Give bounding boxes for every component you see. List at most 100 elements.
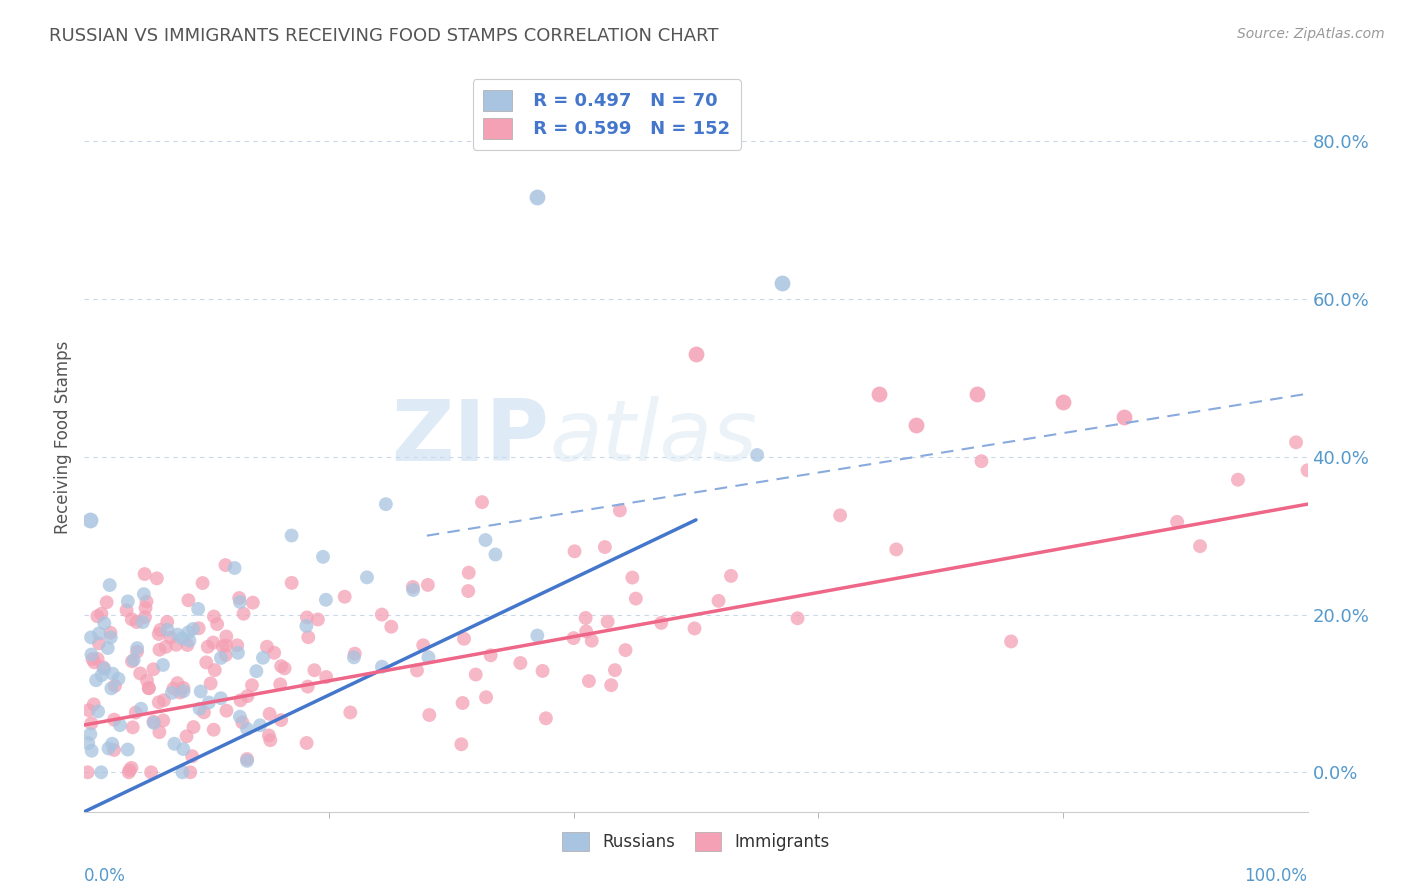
Point [231, 715, 253, 730]
Point [624, 591, 647, 606]
Point [564, 544, 586, 558]
Point [100, 625, 122, 640]
Point [121, 720, 143, 734]
Point [402, 582, 425, 597]
Point [162, 681, 184, 696]
Point [356, 570, 378, 584]
Point [581, 633, 603, 648]
Point [87, 626, 110, 640]
Point [509, 656, 531, 670]
Point [371, 659, 394, 673]
Point [100, 631, 122, 645]
Point [603, 663, 626, 677]
Point [132, 615, 155, 629]
Point [83, 655, 105, 669]
Text: 0.0%: 0.0% [84, 867, 127, 885]
Point [172, 742, 194, 756]
Point [176, 729, 198, 743]
Point [215, 648, 238, 662]
Point [229, 709, 252, 723]
Point [101, 737, 124, 751]
Y-axis label: Receiving Food Stamps: Receiving Food Stamps [53, 341, 72, 533]
Point [100, 681, 122, 696]
Point [197, 640, 219, 654]
Point [122, 653, 145, 667]
Point [273, 661, 295, 675]
Point [97, 641, 120, 656]
Point [685, 347, 707, 361]
Text: RUSSIAN VS IMMIGRANTS RECEIVING FOOD STAMPS CORRELATION CHART: RUSSIAN VS IMMIGRANTS RECEIVING FOOD STA… [49, 27, 718, 45]
Point [148, 695, 170, 709]
Point [236, 752, 259, 766]
Point [209, 651, 232, 665]
Point [198, 696, 221, 710]
Point [138, 681, 160, 695]
Point [172, 632, 194, 646]
Point [830, 508, 852, 523]
Point [193, 706, 215, 720]
Point [418, 650, 440, 665]
Point [80, 716, 103, 731]
Point [103, 743, 125, 757]
Point [315, 670, 337, 684]
Point [177, 625, 200, 640]
Point [402, 580, 425, 594]
Point [270, 659, 292, 673]
Point [457, 584, 479, 599]
Point [159, 631, 181, 645]
Point [263, 646, 285, 660]
Point [479, 648, 502, 663]
Point [166, 627, 188, 641]
Point [127, 641, 149, 656]
Point [98, 578, 121, 592]
Point [125, 645, 148, 659]
Point [471, 495, 494, 509]
Point [209, 691, 232, 706]
Point [104, 679, 127, 693]
Point [475, 690, 498, 705]
Point [125, 706, 148, 720]
Point [173, 684, 195, 698]
Point [1052, 394, 1074, 409]
Point [87, 636, 110, 650]
Point [200, 676, 222, 690]
Point [205, 617, 228, 632]
Point [869, 386, 891, 401]
Point [156, 615, 179, 629]
Point [905, 418, 928, 433]
Point [884, 542, 907, 557]
Point [450, 737, 472, 751]
Point [474, 533, 496, 547]
Point [176, 638, 198, 652]
Point [187, 621, 209, 635]
Point [101, 666, 124, 681]
Point [107, 672, 129, 686]
Legend: Russians, Immigrants: Russians, Immigrants [554, 823, 838, 860]
Point [707, 594, 730, 608]
Point [134, 610, 156, 624]
Point [166, 676, 188, 690]
Point [91, 660, 114, 674]
Text: 100.0%: 100.0% [1244, 867, 1308, 885]
Point [87, 705, 110, 719]
Point [160, 686, 183, 700]
Point [224, 561, 246, 575]
Point [93, 662, 115, 676]
Text: Source: ZipAtlas.com: Source: ZipAtlas.com [1237, 27, 1385, 41]
Point [770, 277, 793, 291]
Point [1166, 515, 1188, 529]
Point [115, 603, 138, 617]
Point [202, 609, 225, 624]
Point [136, 673, 159, 688]
Point [295, 610, 318, 624]
Point [80, 744, 103, 758]
Point [614, 643, 637, 657]
Point [406, 664, 429, 678]
Point [526, 189, 548, 203]
Point [416, 578, 439, 592]
Point [295, 736, 318, 750]
Point [312, 549, 335, 564]
Point [97, 741, 120, 756]
Point [464, 667, 486, 681]
Point [215, 630, 238, 644]
